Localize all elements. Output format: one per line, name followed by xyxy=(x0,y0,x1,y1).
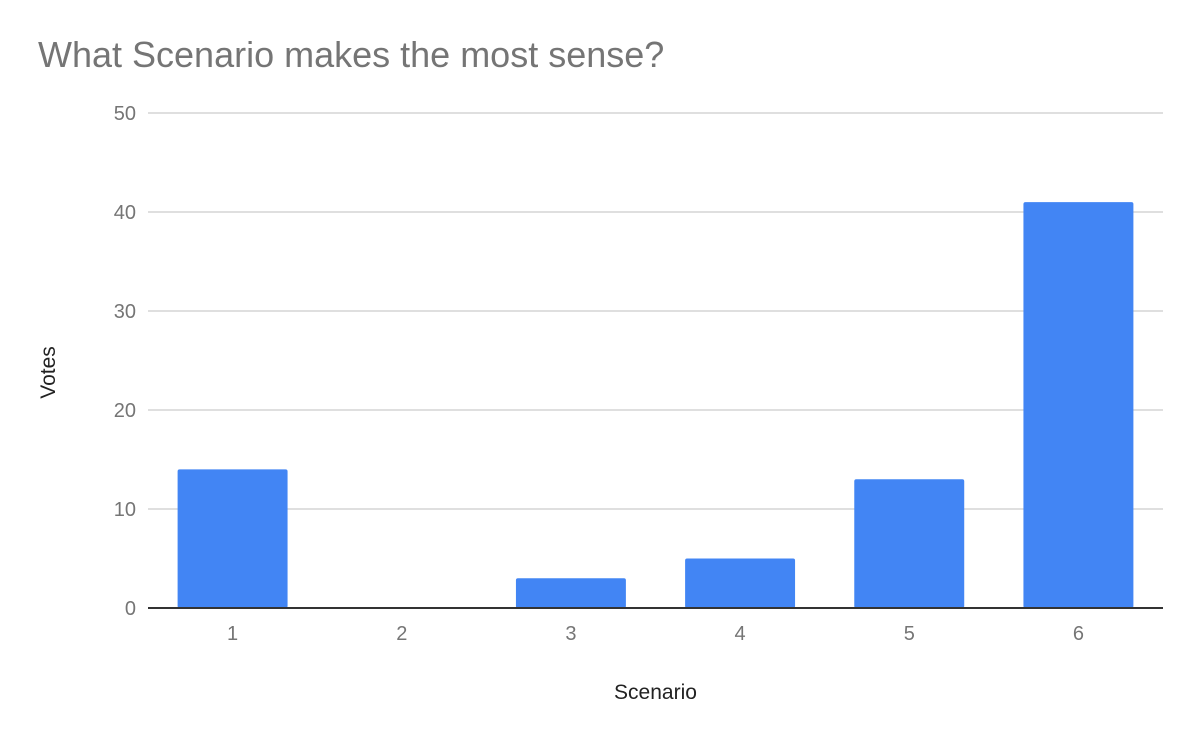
bar xyxy=(515,578,626,608)
y-tick-label: 30 xyxy=(114,301,136,323)
chart-title: What Scenario makes the most sense? xyxy=(38,34,665,75)
bar xyxy=(1023,202,1134,608)
x-tick-labels: 1 2 3 4 5 6 xyxy=(227,623,1084,645)
bar xyxy=(685,558,796,608)
x-tick-label: 5 xyxy=(904,623,915,645)
y-tick-label: 20 xyxy=(114,400,136,422)
x-axis-label: Scenario xyxy=(614,681,697,704)
x-tick-label: 4 xyxy=(735,623,746,645)
bar xyxy=(177,469,288,608)
y-tick-label: 0 xyxy=(125,598,136,620)
y-axis-label: Votes xyxy=(37,346,60,399)
y-tick-labels: 0 10 20 30 40 50 xyxy=(114,103,136,620)
bars xyxy=(177,202,1134,608)
x-tick-label: 1 xyxy=(227,623,238,645)
y-tick-label: 50 xyxy=(114,103,136,125)
x-tick-label: 3 xyxy=(565,623,576,645)
gridlines xyxy=(148,112,1163,510)
x-tick-label: 6 xyxy=(1073,623,1084,645)
bar xyxy=(854,479,965,608)
y-tick-label: 10 xyxy=(114,499,136,521)
y-tick-label: 40 xyxy=(114,202,136,224)
x-tick-label: 2 xyxy=(396,623,407,645)
